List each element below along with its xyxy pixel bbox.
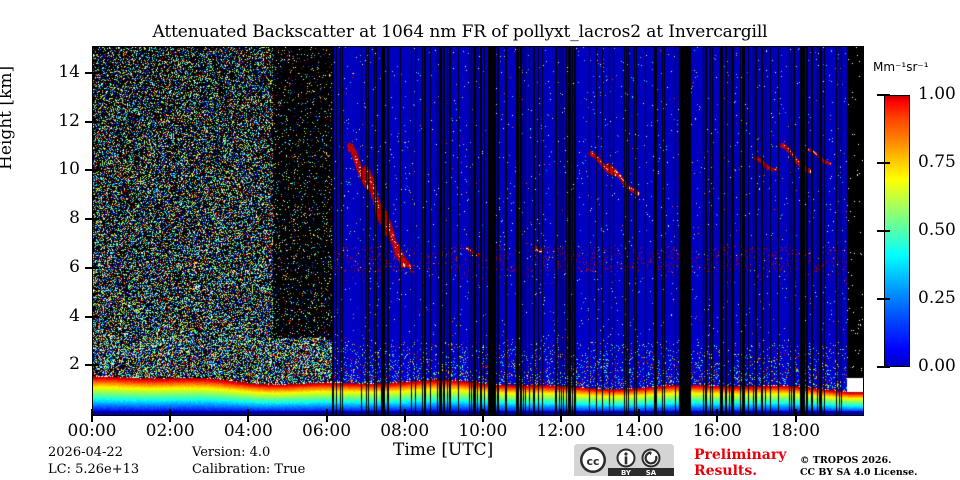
colorbar-tick-mark — [877, 94, 884, 96]
y-tick-mark — [85, 218, 92, 221]
x-tick-label: 14:00 — [614, 421, 664, 441]
creative-commons-badge[interactable]: cc BY SA — [574, 444, 674, 477]
page-title: Attenuated Backscatter at 1064 nm FR of … — [152, 22, 768, 42]
footer-version: Version: 4.0 — [192, 445, 271, 460]
y-tick-mark — [85, 120, 92, 123]
x-tick-mark-inner — [403, 409, 406, 415]
y-tick-label: 8 — [69, 208, 80, 229]
footer-lidar-constant: LC: 5.26e+13 — [48, 462, 140, 477]
cc-by-sa-icon: cc BY SA — [574, 444, 674, 477]
y-tick-mark — [85, 315, 92, 318]
preliminary-results-note: Preliminary Results. — [694, 447, 786, 479]
colorbar-tick-mark-inner — [884, 298, 890, 300]
y-tick-mark-inner — [93, 120, 99, 123]
colorbar-tick-label: 0.25 — [918, 288, 956, 308]
lidar-quicklook-plot[interactable] — [92, 46, 864, 416]
colorbar-tick-mark — [877, 298, 884, 300]
cc-sa-label: SA — [646, 469, 657, 476]
copyright-line-2: CC BY SA 4.0 License. — [800, 467, 918, 478]
colorbar-tick-label: 0.00 — [918, 356, 956, 376]
x-tick-label: 06:00 — [302, 421, 352, 441]
y-tick-label: 10 — [58, 159, 80, 180]
x-tick-mark-inner — [169, 409, 172, 415]
x-tick-label: 16:00 — [692, 421, 742, 441]
y-tick-mark-inner — [93, 71, 99, 74]
y-tick-mark-inner — [93, 169, 99, 172]
x-tick-mark — [560, 415, 563, 422]
x-tick-label: 08:00 — [380, 421, 430, 441]
colorbar-tick-label: 0.50 — [918, 220, 956, 240]
y-tick-mark-inner — [93, 218, 99, 221]
y-axis-title: Height [km] — [0, 65, 16, 170]
colorbar-tick-label: 0.75 — [918, 152, 956, 172]
x-tick-mark — [169, 415, 172, 422]
x-tick-label: 18:00 — [771, 421, 821, 441]
x-tick-mark — [403, 415, 406, 422]
colorbar-tick-mark-inner — [884, 162, 890, 164]
footer-mid-block: Version: 4.0 Calibration: True — [192, 444, 305, 478]
y-tick-label: 4 — [69, 305, 80, 326]
x-tick-mark-inner — [325, 409, 328, 415]
copyright-line-1: © TROPOS 2026. — [800, 455, 892, 466]
x-tick-mark — [481, 415, 484, 422]
footer-date: 2026-04-22 — [48, 445, 123, 460]
x-tick-mark — [638, 415, 641, 422]
colorbar-tick-mark-inner — [884, 94, 890, 96]
y-tick-label: 6 — [69, 256, 80, 277]
copyright-block: © TROPOS 2026. CC BY SA 4.0 License. — [800, 455, 917, 479]
x-tick-mark — [247, 415, 250, 422]
y-tick-mark — [85, 169, 92, 172]
x-tick-mark-inner — [716, 409, 719, 415]
x-tick-mark — [794, 415, 797, 422]
x-tick-label: 10:00 — [458, 421, 508, 441]
svg-text:cc: cc — [586, 455, 599, 468]
colorbar-unit-label: Mm⁻¹sr⁻¹ — [873, 60, 929, 74]
attenuated-backscatter-heatmap[interactable] — [93, 47, 863, 415]
x-tick-label: 04:00 — [223, 421, 273, 441]
cc-by-label: BY — [621, 469, 632, 476]
y-tick-label: 14 — [58, 61, 80, 82]
footer-calibration: Calibration: True — [192, 462, 306, 477]
footer-left-block: 2026-04-22 LC: 5.26e+13 — [48, 444, 139, 478]
x-tick-mark — [716, 415, 719, 422]
colorbar-tick-mark — [877, 162, 884, 164]
x-tick-mark-inner — [560, 409, 563, 415]
x-tick-mark-inner — [794, 409, 797, 415]
colorbar-tick-mark-inner — [884, 230, 890, 232]
preliminary-line-2: Results. — [694, 463, 758, 479]
x-axis-title: Time [UTC] — [393, 440, 494, 460]
colorbar-tick-label: 1.00 — [918, 84, 956, 104]
colorbar-tick-mark — [877, 366, 884, 368]
y-tick-mark-inner — [93, 266, 99, 269]
preliminary-line-1: Preliminary — [694, 447, 787, 463]
x-tick-mark — [91, 415, 93, 422]
x-tick-label: 00:00 — [67, 421, 117, 441]
y-tick-mark-inner — [93, 364, 99, 367]
x-tick-mark-inner — [247, 409, 250, 415]
y-tick-label: 2 — [69, 354, 80, 375]
y-tick-mark — [85, 266, 92, 269]
x-tick-mark-inner — [481, 409, 484, 415]
colorbar-tick-mark-inner — [884, 366, 890, 368]
x-tick-mark — [325, 415, 328, 422]
y-tick-mark-inner — [93, 315, 99, 318]
colorbar-tick-mark — [877, 230, 884, 232]
x-tick-mark-inner — [91, 409, 93, 415]
y-tick-mark — [85, 71, 92, 74]
x-tick-mark-inner — [638, 409, 641, 415]
colorbar[interactable]: 0.00 0.25 0.50 0.75 1.00 — [877, 84, 956, 376]
x-tick-label: 02:00 — [145, 421, 195, 441]
x-tick-label: 12:00 — [536, 421, 586, 441]
y-tick-mark — [85, 364, 92, 367]
y-tick-label: 12 — [58, 110, 80, 131]
